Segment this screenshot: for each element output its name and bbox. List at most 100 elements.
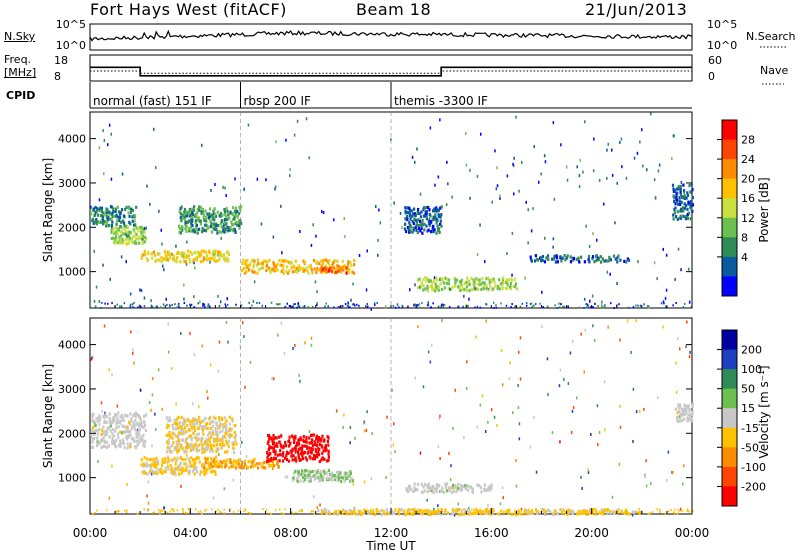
ground-scatter-cell: [414, 509, 416, 512]
echo-cell: [205, 445, 208, 449]
echo-cell: [472, 287, 475, 291]
echo-cell: [128, 420, 131, 424]
echo-cell: [437, 213, 440, 217]
echo-cell: [508, 377, 511, 381]
echo-cell: [452, 483, 455, 487]
echo-cell: [126, 442, 129, 446]
echo-cell: [416, 482, 420, 486]
ground-scatter-cell: [136, 512, 139, 515]
echo-cell: [447, 282, 450, 286]
echo-cell: [166, 440, 169, 444]
echo-cell: [297, 268, 299, 272]
echo-cell: [201, 143, 203, 147]
echo-cell: [378, 208, 380, 212]
ground-scatter-cell: [585, 306, 588, 309]
echo-cell: [91, 425, 95, 430]
echo-cell: [223, 208, 226, 212]
echo-cell: [413, 218, 416, 222]
echo-cell: [132, 439, 136, 443]
echo-cell: [136, 435, 139, 439]
ground-scatter-cell: [351, 303, 354, 306]
echo-cell: [288, 439, 291, 443]
echo-cell: [513, 512, 517, 516]
echo-cell: [178, 226, 182, 231]
echo-cell: [319, 503, 321, 507]
echo-cell: [214, 226, 217, 230]
echo-cell: [426, 289, 430, 293]
ground-scatter-cell: [471, 508, 473, 511]
echo-cell: [282, 271, 285, 275]
y-tick-label: 2000: [58, 221, 86, 234]
echo-cell: [279, 449, 282, 453]
echo-cell: [428, 208, 431, 212]
echo-cell: [678, 419, 682, 423]
echo-cell: [104, 411, 106, 415]
ground-scatter-cell: [437, 305, 440, 308]
echo-cell: [198, 208, 201, 212]
echo-cell: [226, 458, 229, 462]
echo-cell: [435, 276, 438, 280]
ground-scatter-cell: [294, 303, 296, 306]
echo-cell: [209, 449, 212, 453]
echo-cell: [358, 254, 361, 257]
echo-cell: [96, 440, 99, 444]
echo-cell: [354, 512, 357, 516]
echo-cell: [288, 269, 291, 273]
echo-cell: [475, 277, 478, 281]
echo-cell: [103, 213, 106, 217]
echo-cell: [185, 214, 188, 218]
echo-cell: [103, 138, 106, 142]
echo-cell: [172, 441, 175, 445]
echo-cell: [426, 229, 429, 233]
echo-cell: [147, 508, 149, 512]
echo-cell: [464, 483, 467, 488]
beam-title: Beam 18: [356, 0, 432, 19]
echo-cell: [582, 170, 584, 174]
echo-cell: [215, 443, 218, 447]
echo-cell: [268, 447, 271, 451]
echo-cell: [499, 194, 501, 198]
ground-scatter-cell: [546, 305, 549, 308]
echo-cell: [328, 509, 331, 514]
echo-cell: [687, 216, 690, 220]
echo-cell: [183, 210, 186, 214]
echo-cell: [126, 425, 129, 429]
echo-cell: [295, 266, 298, 271]
echo-cell: [340, 479, 343, 484]
echo-cell: [645, 484, 648, 488]
nave-trace: [90, 70, 692, 74]
echo-cell: [454, 281, 457, 285]
echo-cell: [209, 435, 213, 439]
echo-cell: [242, 321, 244, 325]
echo-cell: [683, 194, 687, 198]
echo-cell: [498, 287, 501, 291]
ground-scatter-cell: [158, 508, 160, 511]
echo-cell: [200, 211, 203, 215]
echo-cell: [176, 446, 179, 450]
ground-scatter-cell: [176, 509, 179, 512]
echo-cell: [181, 226, 184, 230]
echo-cell: [560, 143, 562, 147]
echo-cell: [619, 338, 621, 342]
echo-cell: [142, 420, 145, 424]
echo-cell: [496, 184, 499, 188]
echo-cell: [308, 436, 311, 440]
echo-cell: [290, 454, 293, 458]
echo-cell: [133, 219, 136, 223]
echo-cell: [165, 433, 168, 437]
ground-scatter-cell: [416, 306, 418, 309]
ground-scatter-cell: [202, 304, 204, 307]
echo-cell: [123, 430, 127, 434]
echo-cell: [412, 489, 415, 493]
echo-cell: [219, 214, 222, 218]
echo-cell: [437, 208, 440, 212]
echo-cell: [91, 419, 94, 423]
echo-cell: [274, 187, 276, 191]
echo-cell: [195, 223, 198, 227]
ground-scatter-cell: [427, 304, 430, 307]
echo-cell: [183, 422, 186, 426]
echo-cell: [111, 432, 114, 436]
echo-cell: [285, 458, 288, 462]
echo-cell: [115, 230, 118, 234]
